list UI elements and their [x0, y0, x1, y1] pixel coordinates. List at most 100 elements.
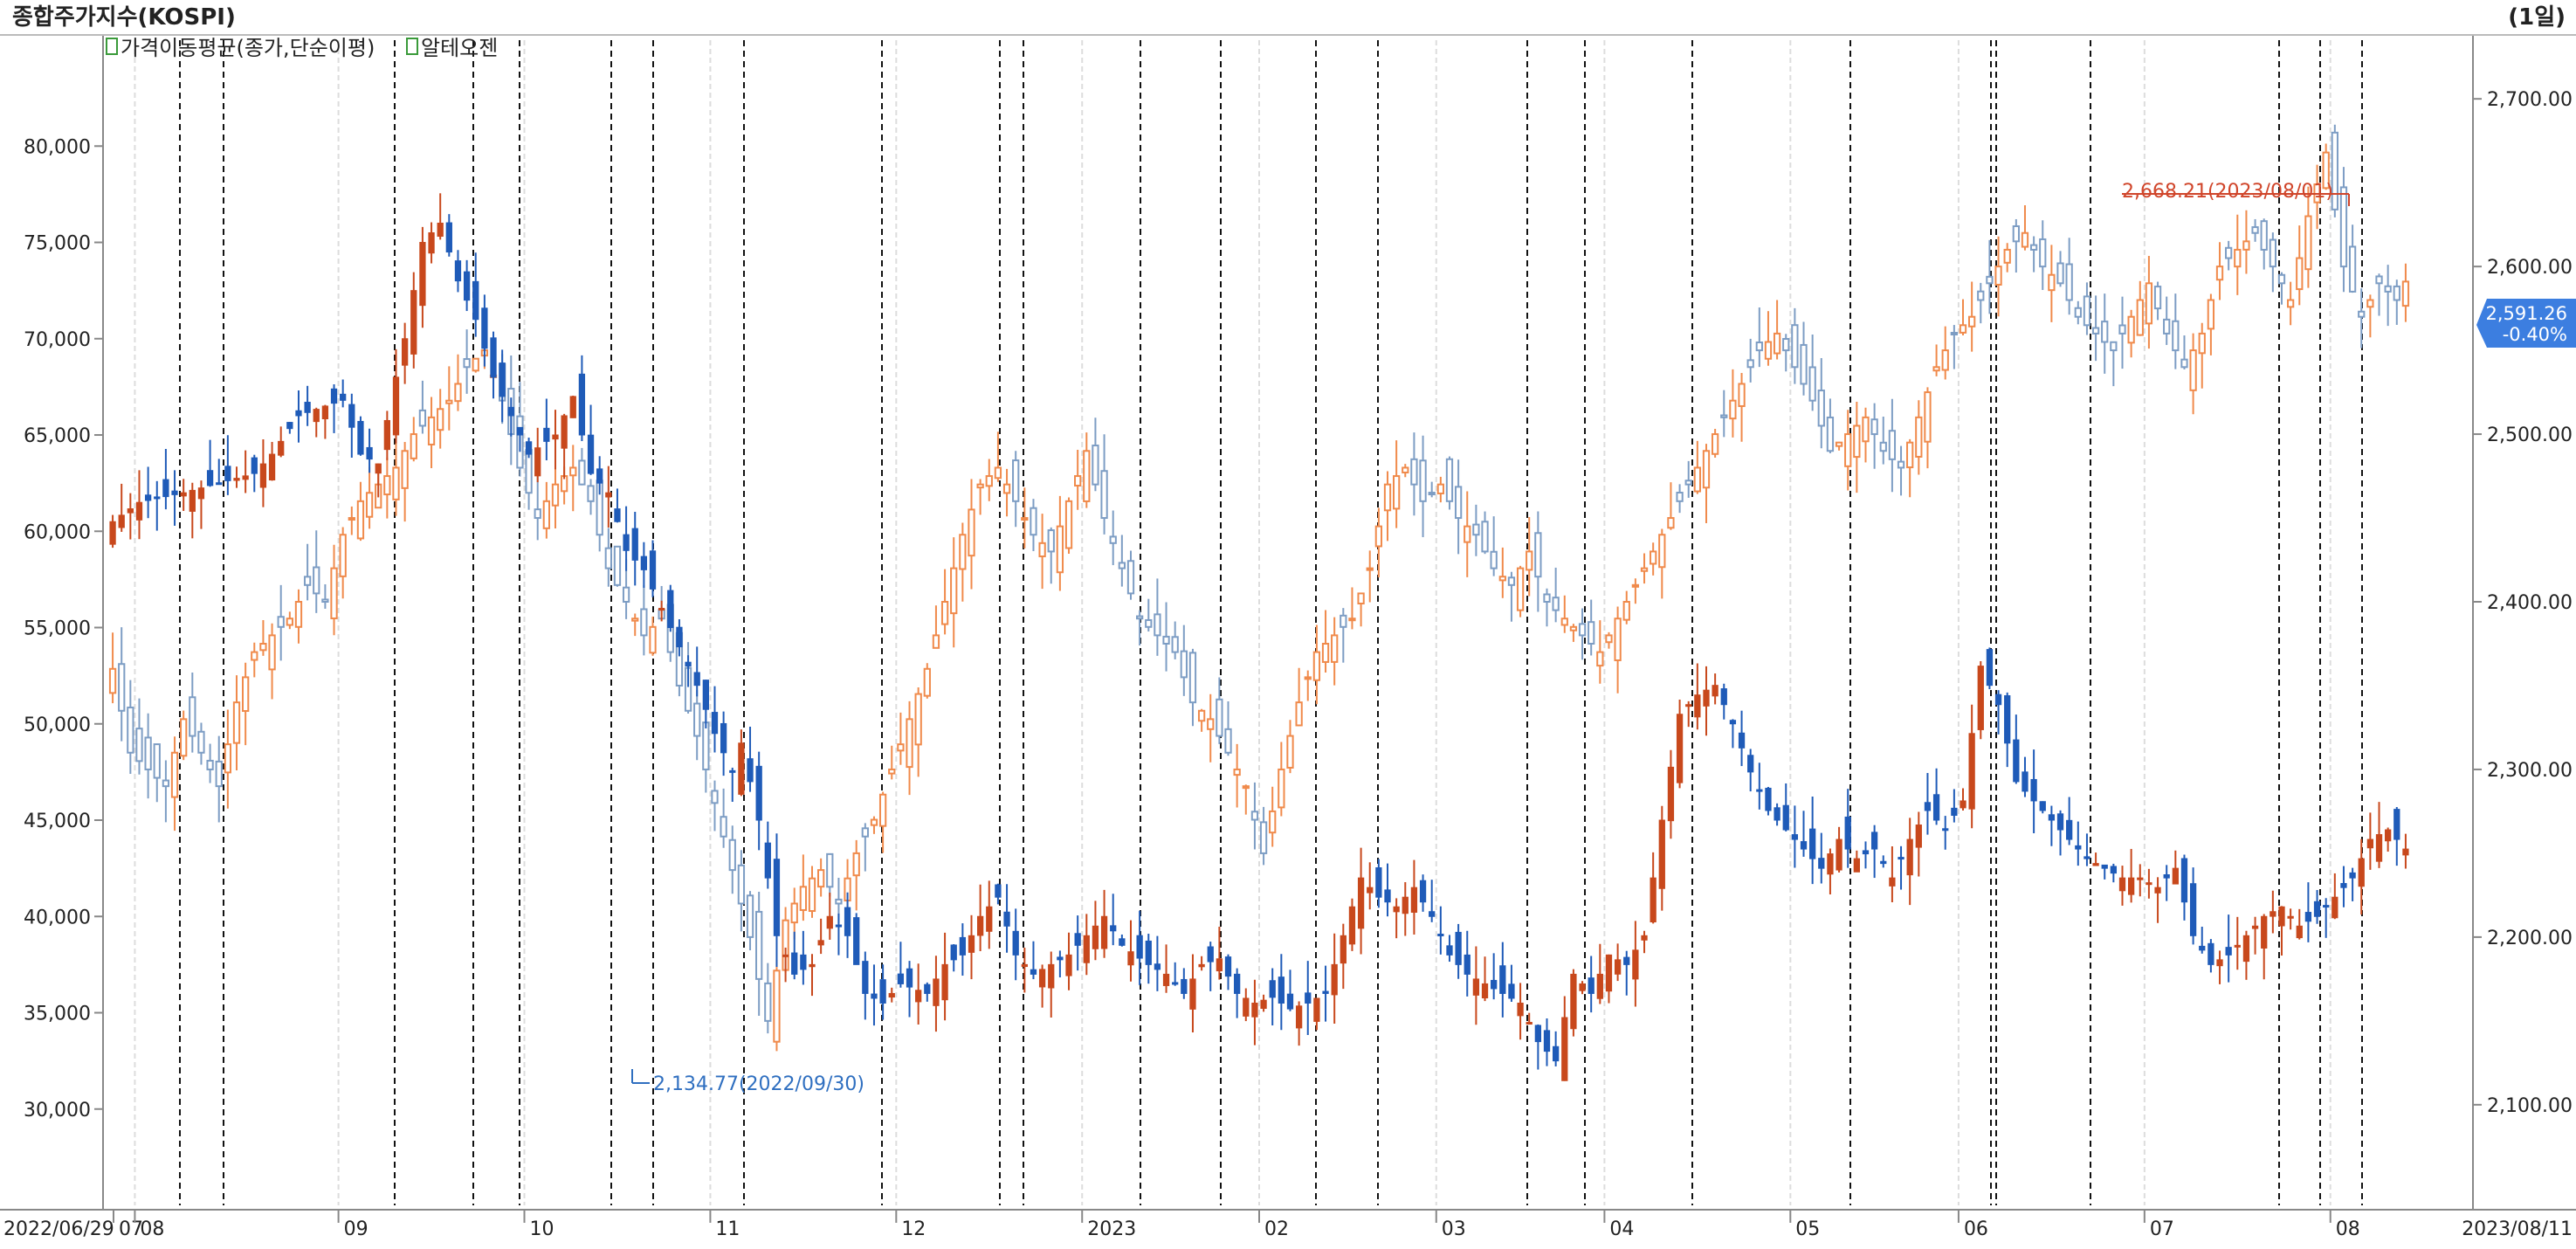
- kospi-candle: [2039, 238, 2047, 268]
- kospi-candle: [2145, 282, 2153, 325]
- stock-candle: [2013, 739, 2020, 783]
- stock-candle: [1570, 973, 1577, 1030]
- kospi-candle: [1764, 341, 1773, 360]
- stock-candle: [1853, 858, 1860, 873]
- kospi-candle: [437, 408, 444, 431]
- kospi-candle: [1879, 441, 1887, 452]
- stock-candle: [2066, 819, 2073, 840]
- kospi-candle: [1269, 810, 1277, 834]
- stock-candle: [915, 990, 922, 1003]
- kospi-candle: [604, 547, 612, 569]
- kospi-candle: [817, 869, 825, 888]
- kospi-candle: [1622, 601, 1630, 621]
- stock-candle: [614, 508, 621, 522]
- stock-candle: [1305, 992, 1312, 1004]
- x-start-label: 2022/06/29: [3, 1218, 114, 1240]
- stock-candle: [1880, 860, 1887, 865]
- kospi-candle: [640, 608, 648, 637]
- stock-candle: [1331, 963, 1338, 996]
- stock-candle: [2048, 814, 2056, 821]
- stock-candle: [888, 992, 895, 998]
- kospi-candle: [1188, 652, 1197, 704]
- kospi-candle: [1092, 445, 1099, 486]
- kospi-candle: [1560, 618, 1568, 626]
- stock-candle: [782, 954, 789, 957]
- kospi-candle: [1224, 728, 1232, 754]
- stock-candle: [1508, 983, 1515, 999]
- kospi-candle: [1676, 492, 1684, 502]
- left-tick-label: 80,000: [24, 136, 91, 158]
- chart-title: 종합주가지수(KOSPI): [12, 4, 236, 31]
- stock-candle: [1800, 841, 1808, 850]
- left-tick-label: 35,000: [24, 1004, 91, 1025]
- kospi-candle: [1286, 735, 1294, 769]
- stock-candle: [1844, 816, 1851, 850]
- kospi-candle: [1207, 718, 1215, 730]
- stock-candle: [1994, 694, 2002, 706]
- period-label: (1일): [2508, 4, 2566, 31]
- kospi-candle: [1393, 475, 1401, 510]
- stock-candle: [127, 508, 134, 514]
- kospi-candle: [2277, 273, 2286, 285]
- stock-candle: [2030, 778, 2037, 802]
- stock-candle: [1685, 704, 1692, 707]
- stock-candle: [445, 222, 452, 253]
- kospi-candle: [1357, 592, 1365, 604]
- stock-candle: [1588, 977, 1595, 994]
- stock-candle: [1207, 946, 1214, 963]
- stock-candle: [2101, 864, 2108, 869]
- stock-candle: [1481, 983, 1489, 999]
- kospi-candle: [1472, 523, 1480, 536]
- kospi-candle: [1817, 390, 1825, 427]
- kospi-candle: [144, 736, 152, 770]
- kospi-candle: [622, 586, 630, 604]
- kospi-candle: [2393, 285, 2400, 301]
- kospi-candle: [1278, 768, 1285, 809]
- kospi-candle: [1126, 560, 1135, 595]
- kospi-candle: [808, 877, 816, 913]
- stock-candle: [1862, 850, 1870, 855]
- kospi-candle: [1950, 332, 1959, 336]
- stock-candle: [605, 492, 612, 498]
- kospi-candle: [1614, 618, 1622, 661]
- kospi-candle: [2322, 151, 2330, 190]
- stock-candle: [685, 661, 692, 667]
- stock-candle: [2278, 906, 2285, 927]
- kospi-candle: [2384, 285, 2392, 293]
- stock-candle: [278, 440, 285, 456]
- kospi-candle: [551, 483, 560, 507]
- kospi-candle: [153, 743, 161, 779]
- stock-candle: [1517, 1002, 1524, 1017]
- kospi-candle: [303, 576, 312, 586]
- kospi-candle: [2091, 327, 2100, 335]
- stock-candle: [1960, 800, 1966, 809]
- kospi-candle: [2296, 257, 2304, 291]
- stock-candle: [135, 501, 143, 521]
- right-tick-label: 2,700.00: [2487, 89, 2573, 111]
- kospi-candle: [1348, 618, 1356, 622]
- stock-candle: [552, 434, 559, 440]
- stock-candle: [2022, 771, 2028, 792]
- stock-candle: [1703, 689, 1710, 707]
- stock-candle: [1765, 787, 1772, 811]
- stock-candle: [747, 758, 754, 783]
- stock-candle: [1419, 880, 1427, 903]
- stock-candle: [791, 952, 798, 975]
- x-tick-label: 02: [1264, 1218, 1289, 1240]
- stock-candle: [667, 590, 674, 629]
- kospi-candle: [2234, 248, 2242, 268]
- kospi-candle: [1038, 542, 1046, 557]
- kospi-candle: [1030, 507, 1037, 536]
- kospi-candle: [2029, 244, 2038, 251]
- kospi-candle: [976, 483, 984, 489]
- stock-candle: [950, 944, 957, 961]
- stock-candle: [2366, 838, 2374, 849]
- kospi-candle: [2101, 321, 2109, 343]
- stock-candle: [587, 434, 595, 474]
- stock-candle: [1579, 983, 1586, 991]
- stock-candle: [2075, 845, 2082, 850]
- x-tick-label: 08: [2336, 1218, 2360, 1240]
- stock-candle: [340, 393, 347, 401]
